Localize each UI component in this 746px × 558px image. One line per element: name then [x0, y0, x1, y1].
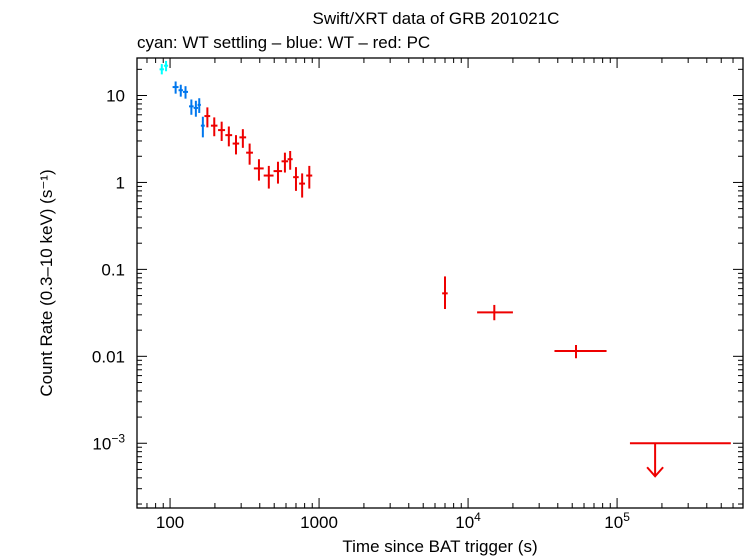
x-tick-label: 1000 [300, 513, 338, 532]
y-tick-label: 10−3 [92, 431, 125, 453]
data-point [218, 121, 226, 141]
data-point [239, 129, 247, 148]
data-point [210, 117, 218, 137]
y-tick-label: 1 [116, 173, 125, 192]
y-tick-label: 0.1 [101, 260, 125, 279]
down-arrow-icon [646, 466, 664, 478]
data-point [273, 161, 283, 184]
data-point [306, 165, 313, 189]
data-point [163, 60, 169, 72]
y-tick-label: 0.01 [92, 347, 125, 366]
data-point [200, 116, 205, 138]
data-point [197, 98, 201, 113]
data-point [477, 304, 513, 321]
chart-subtitle: cyan: WT settling – blue: WT – red: PC [137, 33, 430, 52]
upper-limit [629, 442, 731, 478]
series-wt [172, 81, 205, 138]
x-tick-label: 100 [156, 513, 184, 532]
data-marks [159, 60, 731, 478]
data-point [193, 100, 198, 117]
data-point [232, 135, 240, 155]
series-wt-settling [159, 60, 169, 75]
data-point [204, 107, 211, 128]
data-point [554, 344, 607, 359]
x-tick-label: 104 [455, 510, 481, 532]
data-point [188, 99, 194, 115]
data-point [178, 84, 183, 97]
series-pc [204, 107, 731, 478]
x-tick-label: 105 [604, 510, 630, 532]
data-point [159, 64, 164, 75]
data-point [281, 152, 289, 173]
plot-frame [136, 57, 744, 509]
y-tick-label: 10 [106, 87, 125, 106]
y-axis-label: Count Rate (0.3–10 keV) (s⁻¹) [37, 169, 56, 396]
data-point [253, 159, 264, 181]
data-point [225, 126, 233, 147]
data-point [293, 167, 299, 191]
axis-ticks: 100 1000 104 105 10 1 0.1 0.01 10−3 [92, 58, 744, 532]
data-point [299, 173, 306, 198]
data-point [246, 143, 253, 165]
chart-title: Swift/XRT data of GRB 201021C [313, 9, 560, 28]
data-point [172, 81, 179, 94]
data-point [182, 86, 189, 99]
data-point [287, 150, 293, 170]
data-point [263, 165, 274, 189]
x-axis-label: Time since BAT trigger (s) [342, 537, 537, 556]
data-point [442, 276, 448, 310]
